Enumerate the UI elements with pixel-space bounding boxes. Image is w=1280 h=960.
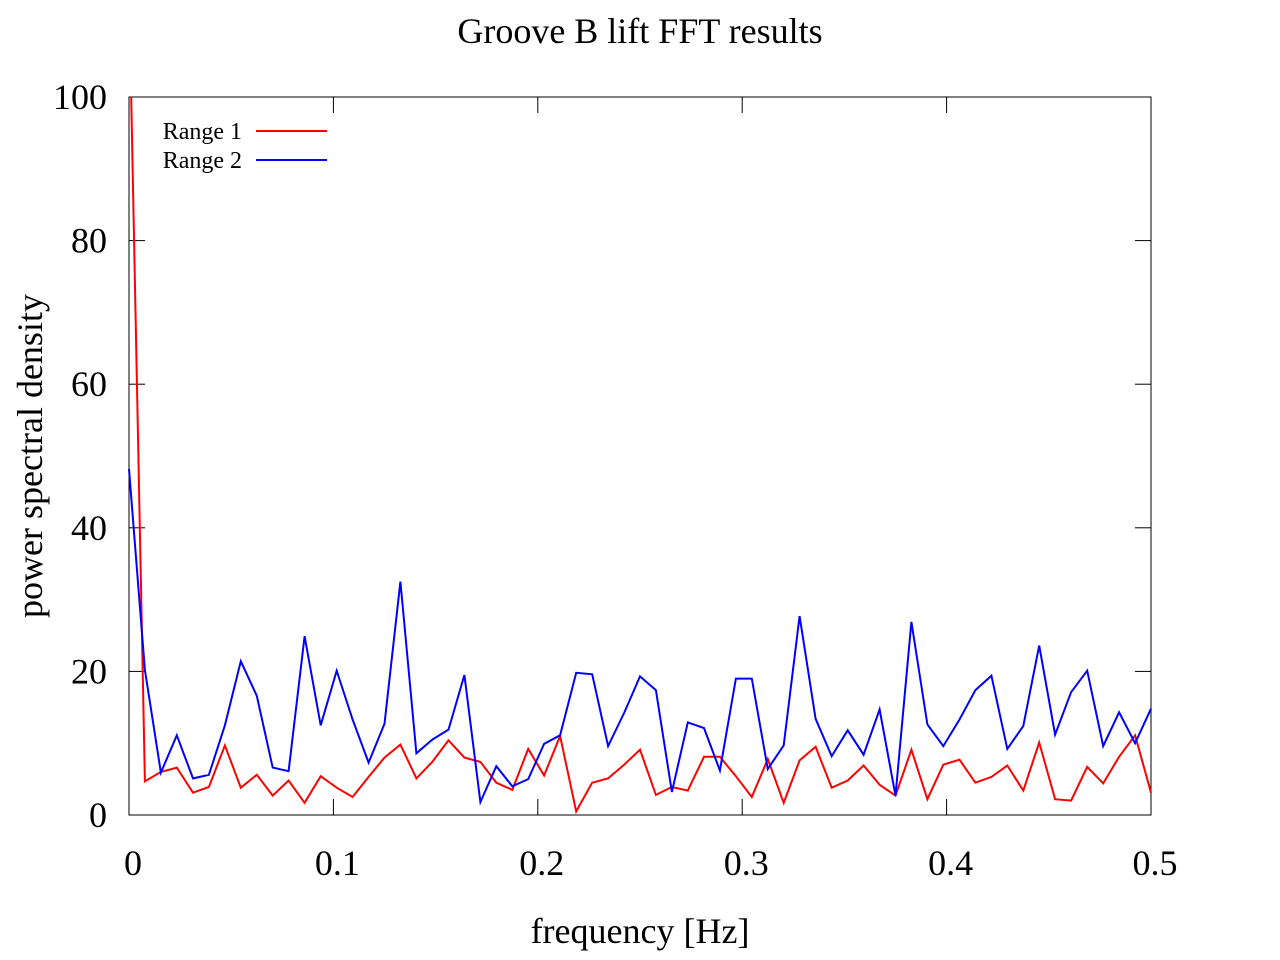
x-axis-label: frequency [Hz] — [531, 911, 750, 951]
plot-frame — [128, 96, 1152, 816]
series-line-2 — [128, 468, 1152, 806]
y-axis-label: power spectral density — [10, 294, 50, 618]
legend-label-2: Range 2 — [163, 148, 242, 174]
x-tick-label: 0.5 — [1133, 843, 1178, 883]
x-tick-label: 0.3 — [724, 843, 769, 883]
x-tick-label: 0.1 — [315, 843, 360, 883]
series-layer — [128, 96, 1152, 815]
x-tick-label: 0.4 — [928, 843, 973, 883]
y-tick-label: 0 — [89, 795, 107, 835]
x-tick-label: 0.2 — [519, 843, 564, 883]
y-tick-label: 40 — [71, 508, 107, 548]
y-tick-label: 60 — [71, 364, 107, 404]
chart-title: Groove B lift FFT results — [457, 11, 822, 51]
y-tick-label: 80 — [71, 221, 107, 261]
x-tick-label: 0 — [124, 843, 142, 883]
series-line-1 — [130, 96, 1152, 815]
y-tick-label: 20 — [71, 651, 107, 691]
legend: Range 1 Range 2 — [163, 119, 327, 174]
legend-label-1: Range 1 — [163, 119, 242, 145]
y-tick-label: 100 — [53, 77, 107, 117]
axis-ticks — [128, 96, 1152, 816]
axis-tick-labels: 0 0.1 0.2 0.3 0.4 0.5 0 20 40 60 80 100 — [53, 77, 1178, 883]
